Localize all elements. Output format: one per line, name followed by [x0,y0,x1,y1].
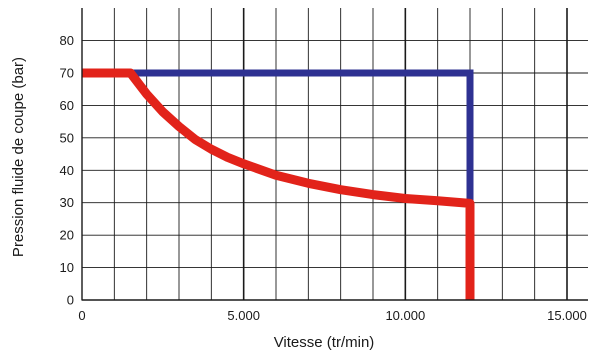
series-lines [82,68,475,300]
x-tick-label: 15.000 [547,308,587,323]
y-axis-title: Pression fluide de coupe (bar) [10,57,27,257]
y-tick-label: 50 [60,130,74,145]
series-line-blue [82,69,474,203]
y-tick-label: 20 [60,228,74,243]
y-tick-label: 60 [60,98,74,113]
tick-labels: 0 10 20 30 40 50 60 70 80 0 5.000 10.000 15.000 [60,33,587,323]
x-tick-label: 0 [78,308,85,323]
grid [82,8,588,300]
x-tick-label: 10.000 [385,308,425,323]
axes [81,8,588,301]
x-axis-title: Vitesse (tr/min) [274,334,375,351]
x-tick-label: 5.000 [227,308,260,323]
y-tick-label: 40 [60,163,74,178]
y-tick-label: 30 [60,195,74,210]
y-tick-label: 80 [60,33,74,48]
series-line-red [82,68,475,300]
y-tick-label: 0 [67,293,74,308]
y-tick-label: 10 [60,260,74,275]
y-tick-label: 70 [60,66,74,81]
